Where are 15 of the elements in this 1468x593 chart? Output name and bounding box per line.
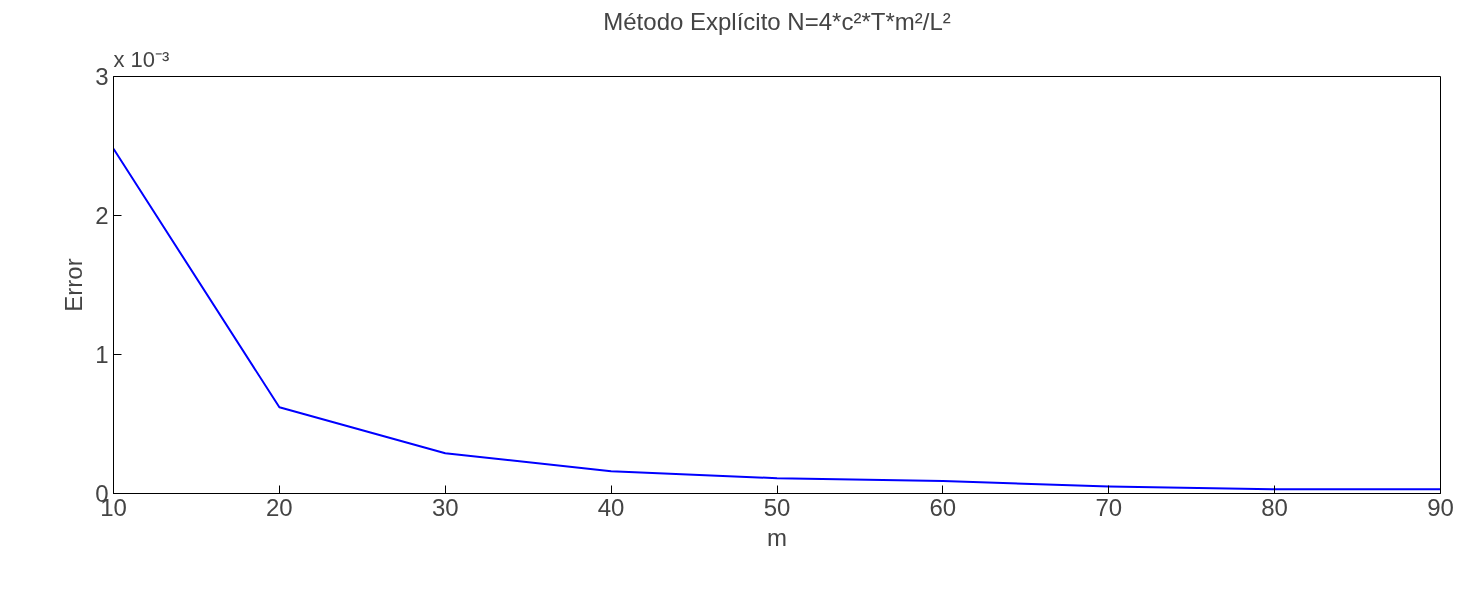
x-tick-label: 20 — [266, 493, 293, 521]
x-tick-label: 40 — [597, 493, 625, 521]
y-axis-title: Error — [60, 258, 88, 312]
x-tick-label: 30 — [431, 493, 459, 521]
text: x 10⁻³ — [113, 46, 170, 72]
x-tick-label: 50 — [763, 493, 791, 521]
x-tick-label: 80 — [1261, 493, 1288, 521]
x-tick-label: 90 — [1427, 493, 1454, 521]
chart-title: Método Explícito N=4*c²*T*m²/L² — [603, 7, 951, 35]
x-tick-label: 60 — [929, 493, 957, 521]
x-axis-title: m — [767, 523, 787, 551]
x-tick-label: 70 — [1095, 493, 1123, 521]
y-tick-label: 1 — [95, 341, 109, 368]
y-tick-label: 2 — [95, 202, 109, 229]
y-tick-label: 3 — [95, 63, 109, 90]
